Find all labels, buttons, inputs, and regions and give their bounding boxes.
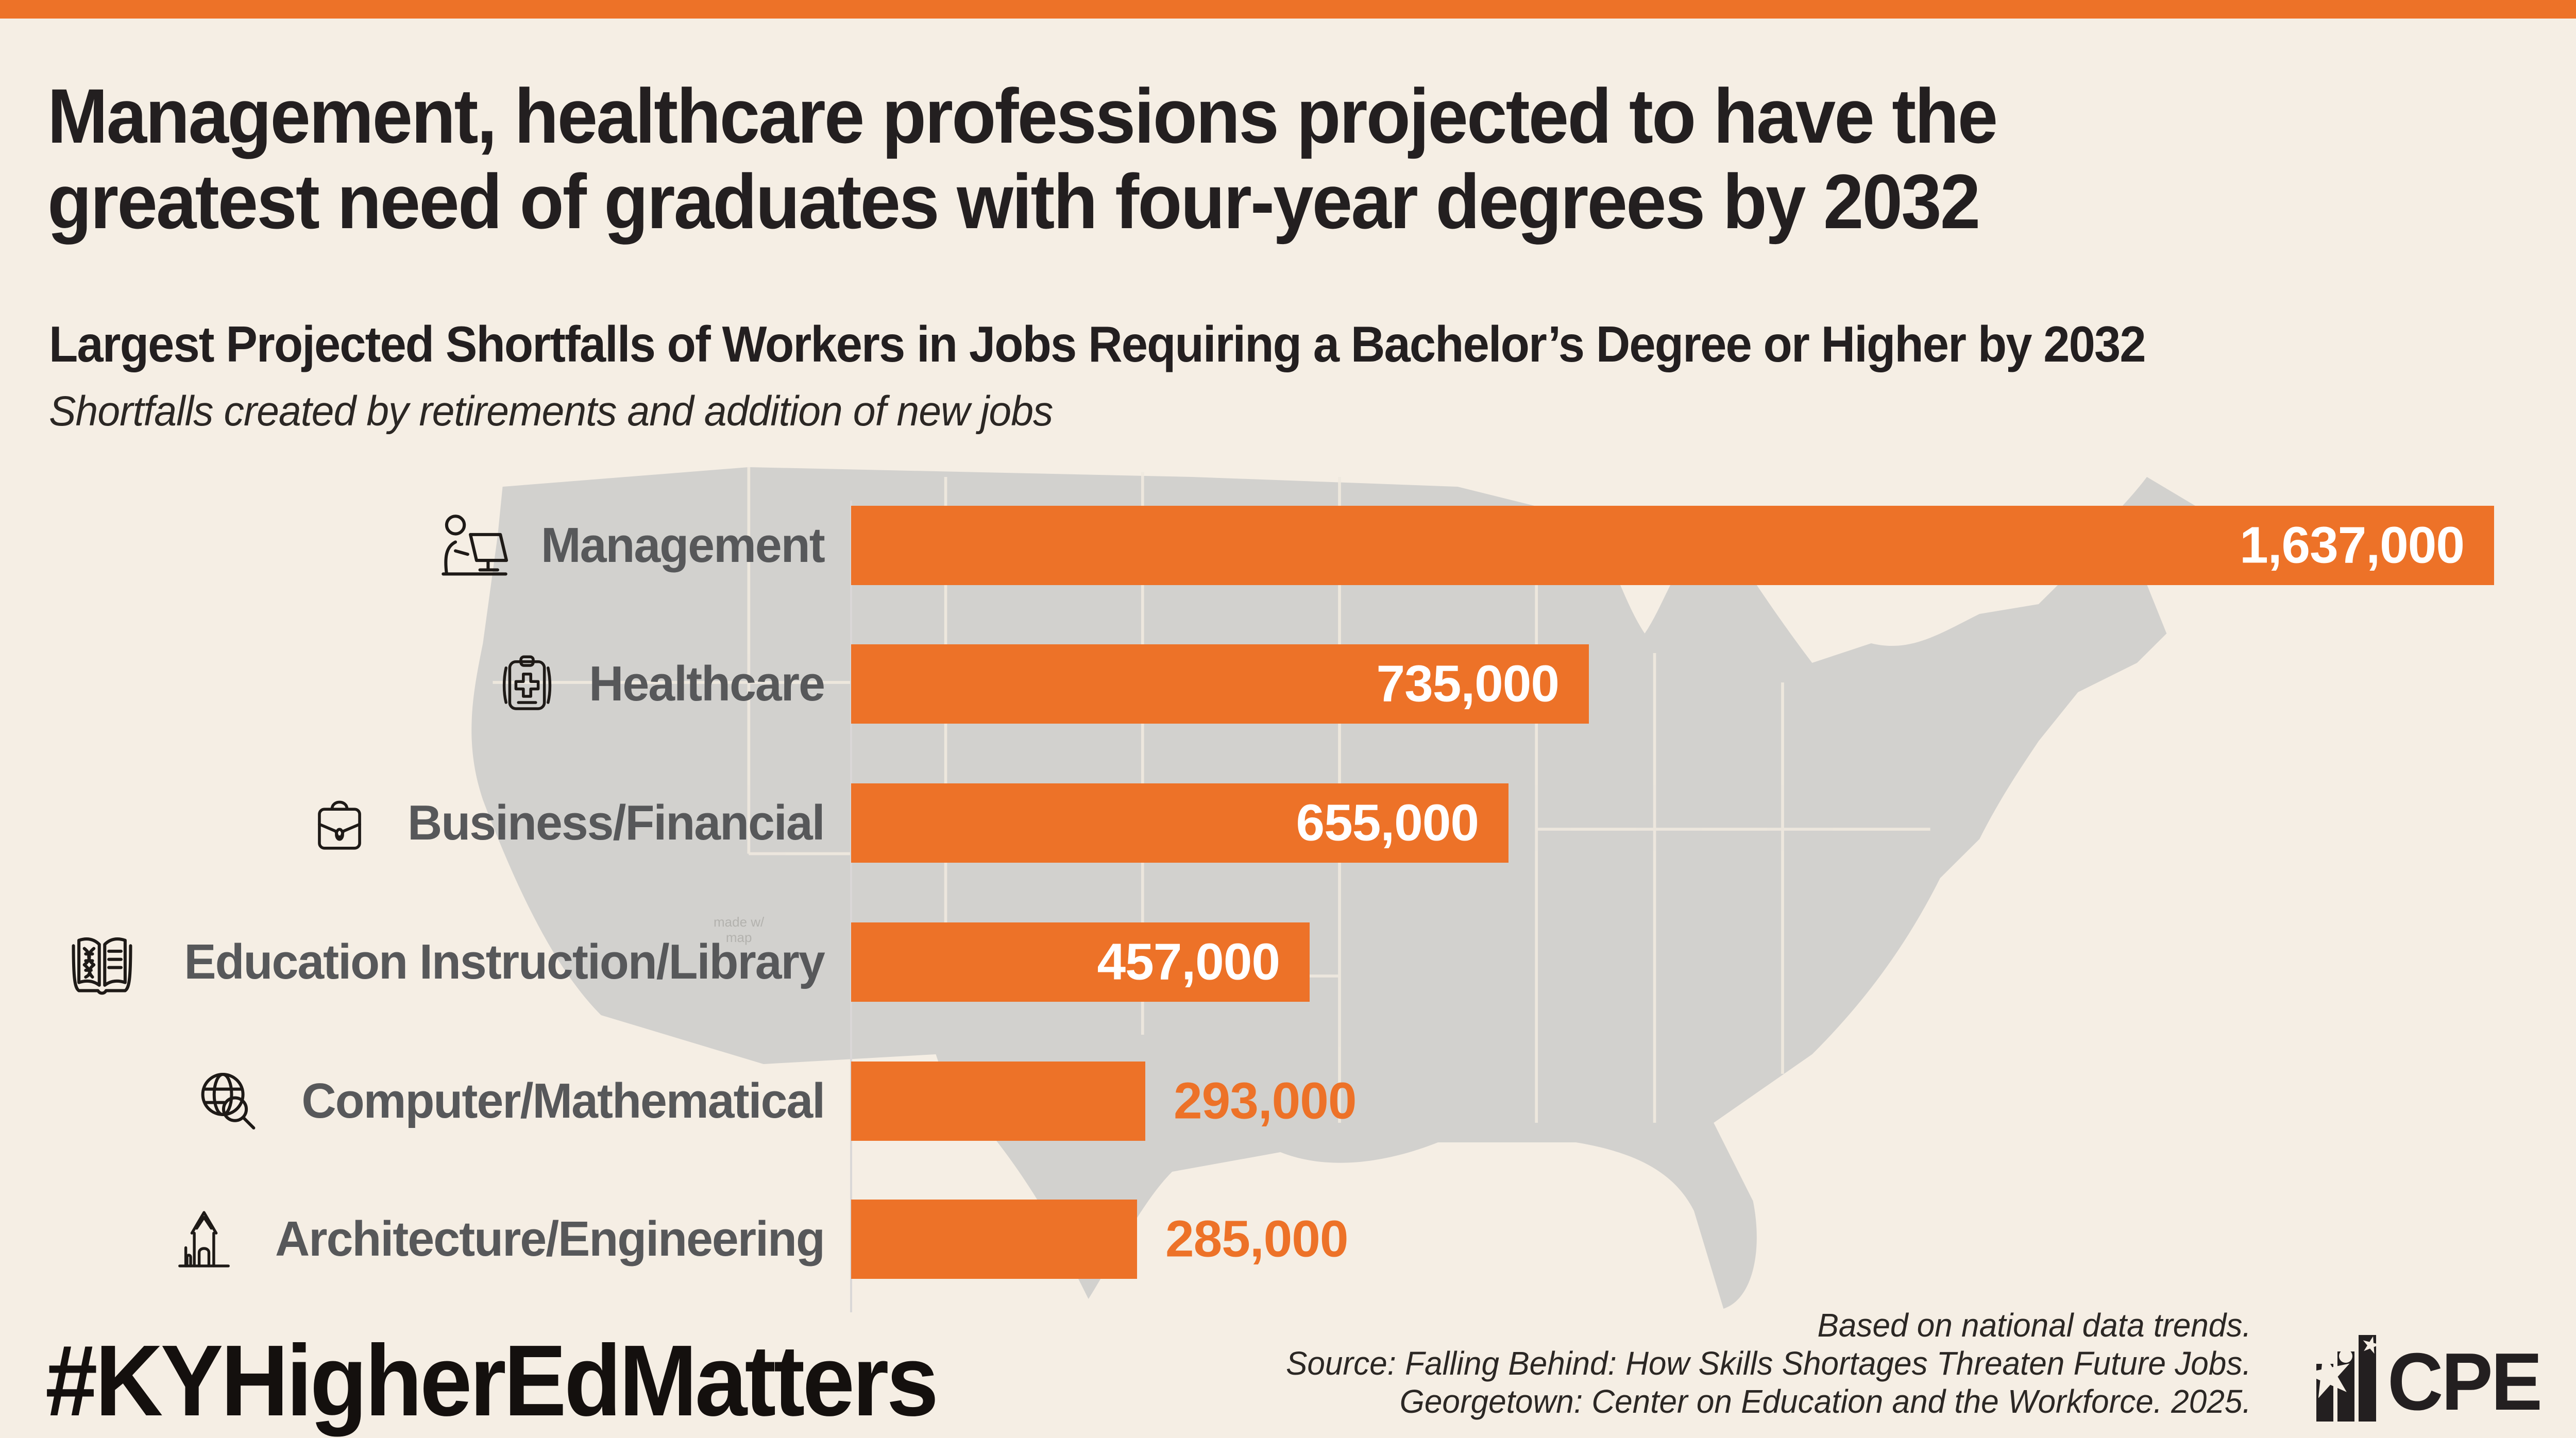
bar-healthcare: 735,000 bbox=[851, 644, 1589, 724]
category-label: Business/Financial bbox=[408, 795, 825, 850]
bar-architecture-engineering: 285,000 bbox=[851, 1200, 1348, 1279]
cpe-logo: ★ ★ CPE bbox=[2294, 1330, 2543, 1427]
bar-value: 285,000 bbox=[1165, 1210, 1348, 1268]
bar-education: 457,000 bbox=[851, 922, 1310, 1002]
bar-value: 293,000 bbox=[1174, 1072, 1357, 1130]
logo-figure-head bbox=[2339, 1349, 2352, 1363]
logo-bar-tall bbox=[2359, 1335, 2376, 1422]
bar-value: 735,000 bbox=[1376, 655, 1560, 713]
chart-axis-line bbox=[850, 501, 852, 1312]
hashtag-text: #KYHigherEdMatters bbox=[45, 1324, 939, 1437]
logo-wordmark: CPE bbox=[2387, 1337, 2543, 1427]
globe-magnifier-icon bbox=[195, 1067, 262, 1135]
logo-star-figure: ★ bbox=[2294, 1336, 2362, 1414]
bar-value: 457,000 bbox=[1097, 933, 1280, 991]
logo-bar-medium bbox=[2337, 1351, 2354, 1422]
page-title-line2: greatest need of graduates with four-yea… bbox=[47, 158, 1980, 245]
source-line: Source: Falling Behind: How Skills Short… bbox=[1286, 1345, 2251, 1382]
source-line: Georgetown: Center on Education and the … bbox=[1399, 1383, 2251, 1420]
bar-value: 655,000 bbox=[1296, 794, 1479, 852]
page-title-line1: Management, healthcare professions proje… bbox=[47, 73, 1998, 159]
bar-business-financial: 655,000 bbox=[851, 783, 1509, 863]
chart-note: Shortfalls created by retirements and ad… bbox=[49, 388, 1053, 435]
bar-value: 1,637,000 bbox=[2240, 516, 2465, 574]
chart-row-architecture-engineering: Architecture/Engineering 285,000 bbox=[0, 1200, 2576, 1279]
category-label: Healthcare bbox=[589, 656, 825, 711]
source-attribution: Based on national data trends. Source: F… bbox=[1286, 1306, 2251, 1420]
map-watermark: made w/ map bbox=[714, 914, 765, 945]
chart-row-education: Education Instruction/Library 457,000 bbox=[0, 922, 2576, 1002]
chart-row-management: Management 1,637,000 bbox=[0, 506, 2576, 585]
building-engineering-icon bbox=[174, 1205, 234, 1273]
logo-bar-short bbox=[2316, 1364, 2333, 1422]
source-line: Based on national data trends. bbox=[1817, 1307, 2251, 1344]
category-label: Computer/Mathematical bbox=[301, 1073, 825, 1128]
top-accent-bar bbox=[0, 0, 2576, 19]
category-label: Architecture/Engineering bbox=[275, 1211, 825, 1266]
medical-clipboard-icon bbox=[496, 650, 558, 718]
person-at-laptop-icon bbox=[440, 511, 509, 579]
chart-row-computer-mathematical: Computer/Mathematical 293,000 bbox=[0, 1062, 2576, 1141]
category-label: Management bbox=[541, 518, 825, 573]
chart-row-healthcare: Healthcare 735,000 bbox=[0, 644, 2576, 724]
open-book-dna-icon bbox=[63, 928, 141, 996]
chart-title: Largest Projected Shortfalls of Workers … bbox=[49, 316, 2146, 372]
briefcase-icon bbox=[308, 789, 371, 857]
bar-computer-mathematical: 293,000 bbox=[851, 1062, 1357, 1141]
category-label: Education Instruction/Library bbox=[184, 934, 825, 989]
chart-row-business-financial: Business/Financial 655,000 bbox=[0, 783, 2576, 863]
bar-management: 1,637,000 bbox=[851, 506, 2494, 585]
page-title: Management, healthcare professions proje… bbox=[47, 73, 1998, 245]
